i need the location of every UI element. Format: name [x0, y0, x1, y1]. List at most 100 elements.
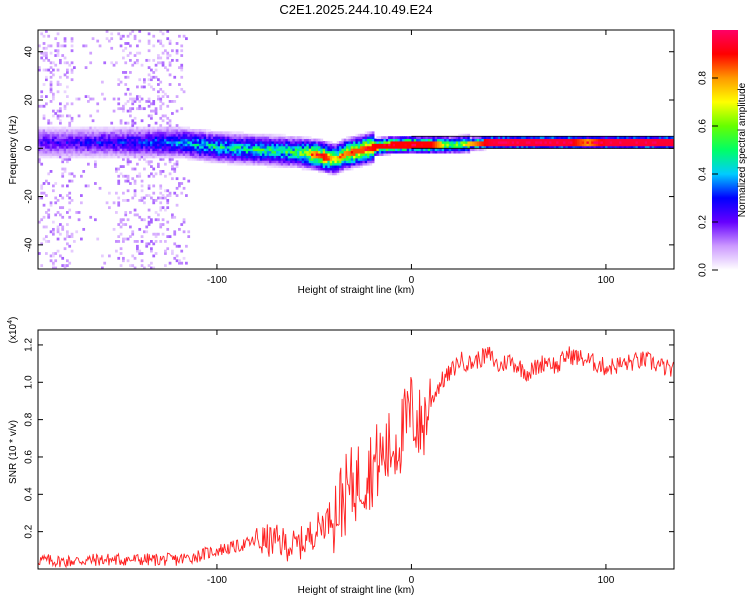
heatmap-cell: [199, 131, 202, 135]
heatmap-cell: [124, 155, 128, 159]
heatmap-cell: [182, 155, 186, 159]
heatmap-cell: [154, 240, 158, 243]
heatmap-cell: [367, 150, 370, 154]
heatmap-cell: [59, 145, 62, 149]
heatmap-cell: [152, 141, 156, 144]
y-tick-label: -20: [24, 189, 35, 204]
heatmap-cell: [105, 131, 109, 135]
heatmap-cell: [220, 136, 223, 140]
heatmap-cell: [210, 133, 214, 137]
heatmap-cell: [157, 162, 160, 166]
heatmap-cell: [154, 138, 158, 142]
heatmap-cell: [152, 198, 156, 202]
colorbar-tick-label: 0.2: [698, 215, 709, 229]
heatmap-cell: [178, 66, 181, 70]
heatmap-cell: [362, 150, 366, 154]
heatmap-cell: [644, 143, 648, 147]
heatmap-cell: [521, 145, 524, 149]
heatmap-cell: [488, 138, 492, 142]
heatmap-cell: [178, 153, 181, 156]
heatmap-cell: [229, 162, 233, 166]
heatmap-cell: [119, 34, 123, 38]
heatmap-cell: [143, 218, 146, 222]
heatmap-cell: [159, 136, 163, 140]
heatmap-cell: [343, 143, 347, 147]
heatmap-cell: [129, 211, 132, 214]
heatmap-cell: [59, 133, 62, 137]
heatmap-cell: [173, 162, 177, 166]
heatmap-cell: [117, 223, 121, 226]
heatmap-cell: [311, 145, 314, 149]
heatmap-cell: [133, 189, 137, 193]
heatmap-cell: [133, 155, 137, 159]
heatmap-cell: [287, 150, 291, 154]
heatmap-cell: [320, 170, 324, 173]
heatmap-cell: [514, 143, 517, 147]
heatmap-cell: [133, 148, 137, 152]
heatmap-cell: [269, 150, 272, 154]
heatmap-cell: [122, 143, 125, 147]
heatmap-cell: [126, 75, 130, 79]
heatmap-cell: [257, 148, 261, 152]
heatmap-cell: [231, 131, 235, 135]
heatmap-cell: [126, 179, 130, 183]
heatmap-cell: [171, 153, 174, 156]
heatmap-cell: [607, 143, 611, 147]
heatmap-cell: [168, 153, 172, 156]
heatmap-cell: [175, 42, 179, 45]
heatmap-cell: [287, 145, 291, 149]
heatmap-cell: [164, 240, 167, 243]
heatmap-cell: [420, 141, 424, 144]
heatmap-cell: [343, 165, 347, 168]
heatmap-cell: [278, 138, 282, 142]
heatmap-cell: [462, 136, 466, 140]
heatmap-cell: [124, 179, 128, 183]
heatmap-cell: [369, 133, 373, 137]
heatmap-cell: [52, 92, 55, 96]
heatmap-cell: [131, 155, 135, 159]
heatmap-cell: [304, 155, 307, 159]
heatmap-cell: [294, 136, 298, 140]
heatmap-cell: [154, 172, 158, 176]
heatmap-cell: [215, 148, 219, 152]
heatmap-cell: [147, 138, 151, 142]
heatmap-cell: [327, 160, 331, 164]
heatmap-cell: [110, 136, 114, 140]
heatmap-cell: [80, 194, 83, 197]
heatmap-cell: [42, 148, 46, 152]
heatmap-cell: [605, 138, 608, 142]
heatmap-cell: [602, 145, 606, 149]
heatmap-cell: [150, 85, 153, 89]
heatmap-cell: [425, 148, 429, 152]
heatmap-cell: [362, 148, 366, 152]
heatmap-cell: [178, 145, 181, 149]
heatmap-cell: [430, 136, 433, 140]
heatmap-cell: [47, 58, 51, 62]
heatmap-cell: [616, 141, 620, 144]
heatmap-cell: [159, 107, 163, 111]
heatmap-cell: [474, 145, 478, 149]
heatmap-cell: [208, 138, 212, 142]
heatmap-cell: [271, 138, 275, 142]
heatmap-cell: [189, 136, 193, 140]
heatmap-cell: [70, 133, 74, 137]
heatmap-cell: [313, 145, 317, 149]
heatmap-cell: [262, 143, 265, 147]
heatmap-cell: [446, 138, 450, 142]
heatmap-cell: [45, 141, 48, 144]
heatmap-cell: [327, 172, 331, 176]
heatmap-cell: [140, 126, 144, 130]
heatmap-cell: [343, 162, 347, 166]
heatmap-cell: [336, 165, 340, 168]
heatmap-cell: [329, 167, 333, 171]
heatmap-cell: [63, 247, 67, 251]
heatmap-cell: [45, 46, 48, 50]
heatmap-cell: [381, 136, 384, 140]
heatmap-cell: [364, 150, 368, 154]
heatmap-cell: [308, 141, 312, 144]
heatmap-cell: [255, 148, 258, 152]
heatmap-cell: [304, 136, 307, 140]
heatmap-cell: [411, 138, 415, 142]
heatmap-cell: [332, 162, 335, 166]
heatmap-cell: [159, 116, 163, 120]
